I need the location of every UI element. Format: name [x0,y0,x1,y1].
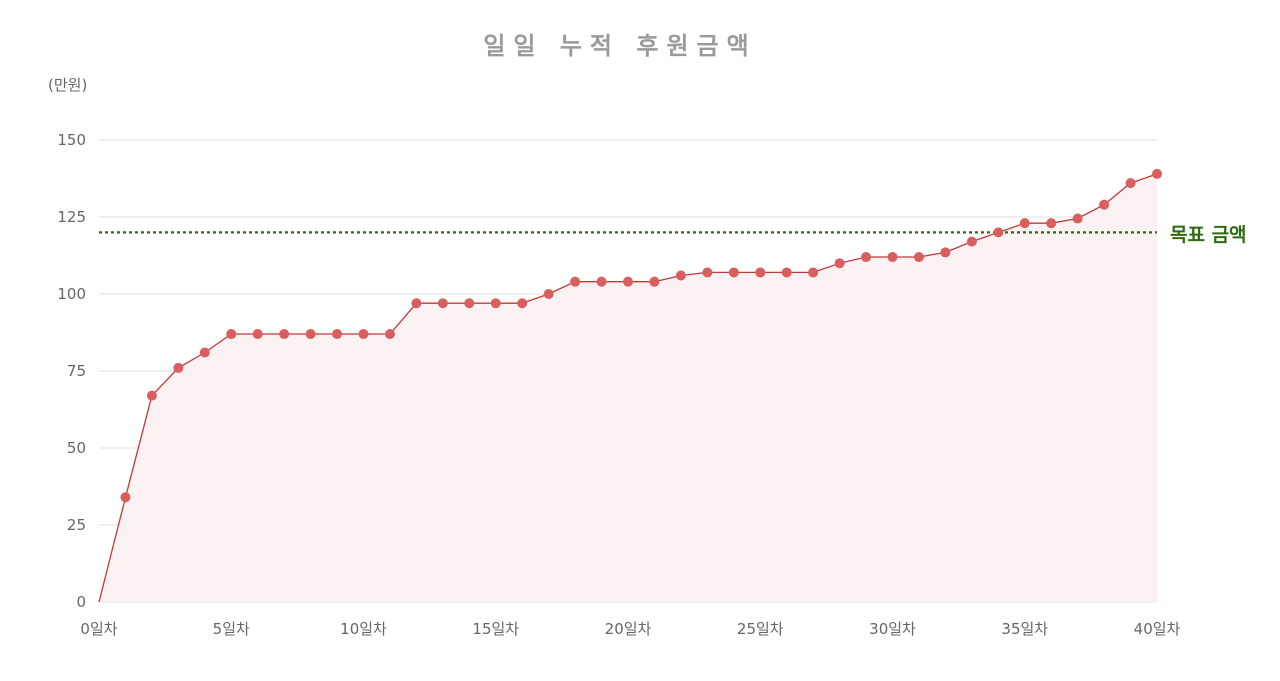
data-point [728,267,739,278]
data-point [305,329,316,340]
data-point [411,298,422,309]
data-point [384,329,395,340]
data-point [464,298,475,309]
data-point [755,267,766,278]
data-point [675,270,686,281]
data-point [1046,218,1057,229]
x-tick-label: 30일차 [869,620,916,638]
data-point [913,252,924,263]
x-tick-label: 40일차 [1134,620,1181,638]
x-tick-label: 25일차 [737,620,784,638]
data-point [1099,199,1110,210]
data-point [1072,213,1083,224]
data-point [490,298,501,309]
data-point [517,298,528,309]
data-point [252,329,263,340]
x-tick-label: 20일차 [605,620,652,638]
goal-line-label: 목표 금액 [1170,224,1247,246]
data-point [332,329,343,340]
data-point [279,329,290,340]
data-point [1152,168,1162,179]
area-fill [99,173,1157,602]
y-tick-label: 50 [67,439,86,457]
data-point [861,252,872,263]
data-point [1125,178,1136,189]
data-point [226,329,237,340]
data-point [199,347,210,358]
data-point [437,298,448,309]
y-tick-label: 75 [67,362,86,380]
data-point [120,492,131,503]
data-point [966,236,977,247]
y-tick-label: 0 [76,593,86,611]
x-tick-label: 0일차 [80,620,117,638]
data-point [781,267,792,278]
data-point [702,267,713,278]
x-tick-label: 10일차 [340,620,387,638]
data-point [1019,218,1030,229]
data-point [358,329,369,340]
data-point [173,362,184,373]
data-point [649,276,660,287]
y-tick-label: 100 [57,285,86,303]
data-point [808,267,819,278]
y-axis-unit-label: (만원) [48,76,88,94]
data-point [543,289,554,299]
y-tick-label: 25 [67,516,86,534]
data-point [623,276,633,287]
chart-title: 일일 누적 후원금액 [483,32,757,60]
x-tick-label: 5일차 [213,620,250,638]
data-point [596,276,607,287]
x-tick-label: 15일차 [472,620,519,638]
data-point [146,390,157,401]
data-point [993,227,1004,238]
data-point [834,258,845,269]
y-tick-label: 125 [57,208,86,226]
data-point [940,247,951,258]
data-point [570,276,581,287]
data-point [887,252,898,263]
x-tick-label: 35일차 [1001,620,1048,638]
y-tick-label: 150 [57,131,86,149]
